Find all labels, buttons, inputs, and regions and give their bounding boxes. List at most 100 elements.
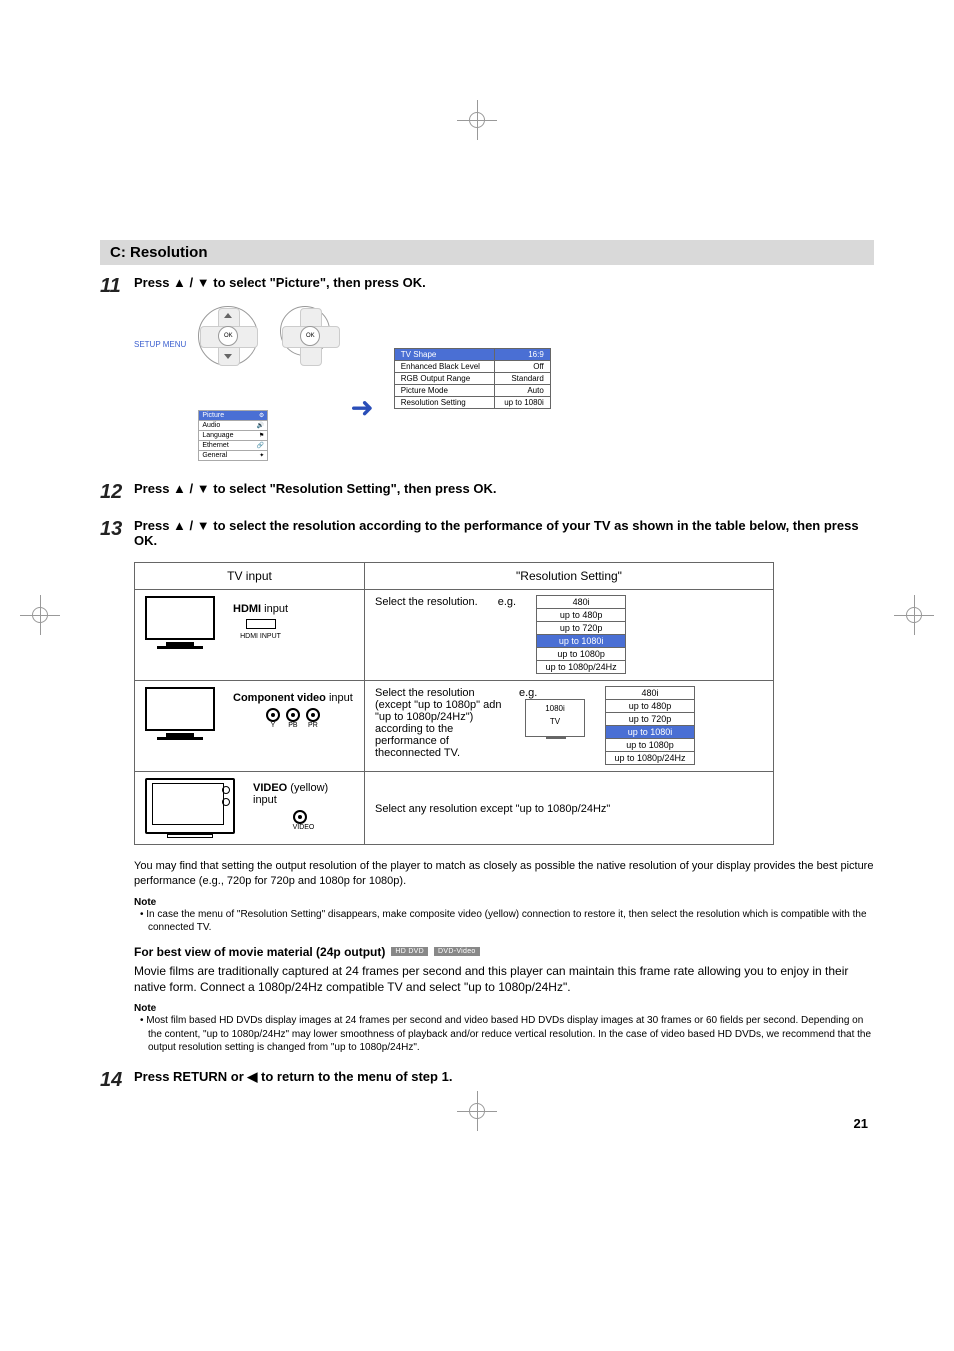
composite-port-icon: VIDEO [253, 810, 354, 831]
note-text: Most film based HD DVDs display images a… [146, 1015, 871, 1053]
setting-val: Off [494, 361, 550, 373]
res-item: up to 1080i [605, 725, 695, 739]
res-item: up to 1080p [536, 647, 626, 661]
res-item: up to 1080p/24Hz [536, 660, 626, 674]
t: / [186, 481, 197, 496]
port-label: VIDEO [293, 824, 315, 831]
step-11-title: Press ▲ / ▼ to select "Picture", then pr… [134, 275, 874, 290]
eg-label: e.g. [519, 687, 591, 699]
table-row: Component video input Y PB PR Select the… [135, 681, 774, 772]
section-header: C: Resolution [100, 240, 874, 265]
res-item: up to 1080p [605, 738, 695, 752]
port-label: PR [306, 722, 320, 729]
hdmi-port-icon [246, 619, 276, 629]
picture-settings-table: TV Shape16:9 Enhanced Black LevelOff RGB… [394, 348, 551, 409]
dpad-icon: OK [198, 306, 258, 366]
component-ports-icon: Y PB PR [233, 708, 353, 729]
link-icon: 🔗 [257, 442, 264, 449]
setting-key: Resolution Setting [394, 397, 494, 409]
mini-tv-line: TV [526, 717, 584, 726]
port-label: HDMI INPUT [233, 633, 288, 640]
setup-menu-diagram: SETUP MENU OK Picture⚙ Audio🔊 Language⚑ … [134, 306, 874, 461]
input-bold: HDMI [233, 603, 261, 615]
setting-key: TV Shape [394, 349, 494, 361]
setting-key: Picture Mode [394, 385, 494, 397]
step-number: 13 [100, 518, 134, 554]
menu-item: Audio [202, 422, 220, 429]
note-heading: Note [134, 897, 874, 908]
note-text: In case the menu of "Resolution Setting"… [146, 909, 866, 934]
setting-key: RGB Output Range [394, 373, 494, 385]
mini-tv-icon: 1080i TV [525, 699, 585, 737]
crt-tv-icon [145, 778, 235, 838]
step-number: 11 [100, 275, 134, 298]
arrow-right-icon: ➜ [350, 391, 373, 424]
t: to select the resolution according to th… [134, 518, 859, 548]
input-rest: input [261, 603, 288, 615]
step-14: 14 Press RETURN or ◀ to return to the me… [100, 1069, 874, 1092]
note-heading: Note [134, 1003, 874, 1014]
badge-dvdvideo: DVD-Video [434, 947, 480, 956]
t: / [186, 275, 197, 290]
setting-key: Enhanced Black Level [394, 361, 494, 373]
badge-hddvd: HD DVD [391, 947, 428, 956]
setup-menu-list: Picture⚙ Audio🔊 Language⚑ Ethernet🔗 Gene… [198, 410, 268, 461]
right-text: Select the resolution (except "up to 108… [375, 687, 505, 759]
eg-label: e.g. [498, 596, 516, 608]
resolution-list: 480i up to 480p up to 720p up to 1080i u… [536, 596, 626, 674]
table-header: "Resolution Setting" [365, 563, 774, 590]
right-text: Select the resolution. [375, 596, 478, 608]
step-12: 12 Press ▲ / ▼ to select "Resolution Set… [100, 481, 874, 504]
menu-item: Ethernet [202, 442, 228, 449]
menu-item: General [202, 452, 227, 459]
input-bold: Component video [233, 692, 326, 704]
port-label: Y [266, 722, 280, 729]
table-row: HDMI input HDMI INPUT Select the resolut… [135, 590, 774, 681]
note-item: • Most film based HD DVDs display images… [134, 1014, 874, 1055]
right-text: Select any resolution except "up to 1080… [375, 803, 610, 815]
res-item: up to 720p [536, 621, 626, 635]
step-number: 14 [100, 1069, 134, 1092]
dpad-ok-label: OK [300, 326, 320, 346]
mini-tv-line: 1080i [526, 704, 584, 713]
res-item: 480i [605, 686, 695, 700]
t: Press [134, 481, 173, 496]
note-item: • In case the menu of "Resolution Settin… [134, 908, 874, 935]
subhead-text: For best view of movie material (24p out… [134, 945, 385, 959]
page-number: 21 [100, 1116, 868, 1131]
wrench-icon: ✦ [259, 452, 264, 459]
table-header: TV input [135, 563, 365, 590]
t: to return to the menu of step 1. [257, 1069, 452, 1084]
t: Press [134, 518, 173, 533]
res-item: up to 480p [536, 608, 626, 622]
res-item: up to 720p [605, 712, 695, 726]
step-13-title: Press ▲ / ▼ to select the resolution acc… [134, 518, 874, 548]
step-12-title: Press ▲ / ▼ to select "Resolution Settin… [134, 481, 874, 496]
t: / [186, 518, 197, 533]
t: Press RETURN or [134, 1069, 247, 1084]
res-item: up to 1080p/24Hz [605, 751, 695, 765]
step-11: 11 Press ▲ / ▼ to select "Picture", then… [100, 275, 874, 298]
step-number: 12 [100, 481, 134, 504]
dpad-ok-icon: OK [280, 306, 330, 356]
tv-icon [145, 596, 215, 646]
t: to select "Picture", then press OK. [210, 275, 426, 290]
subheading: For best view of movie material (24p out… [134, 945, 874, 959]
setting-val: Auto [494, 385, 550, 397]
dpad-ok-label: OK [218, 326, 238, 346]
res-item: up to 480p [605, 699, 695, 713]
step-14-title: Press RETURN or ◀ to return to the menu … [134, 1069, 874, 1085]
speaker-icon: 🔊 [257, 422, 264, 429]
resolution-list: 480i up to 480p up to 720p up to 1080i u… [605, 687, 695, 765]
setting-val: up to 1080i [494, 397, 550, 409]
t: to select "Resolution Setting", then pre… [210, 481, 497, 496]
setting-val: 16:9 [494, 349, 550, 361]
setup-menu-label: SETUP MENU [134, 340, 186, 349]
input-rest: input [326, 692, 353, 704]
port-label: PB [286, 722, 300, 729]
tv-icon [145, 687, 215, 737]
body-paragraph: Movie films are traditionally captured a… [134, 963, 874, 995]
t: Press [134, 275, 173, 290]
menu-item: Picture [202, 412, 224, 419]
step-13: 13 Press ▲ / ▼ to select the resolution … [100, 518, 874, 554]
